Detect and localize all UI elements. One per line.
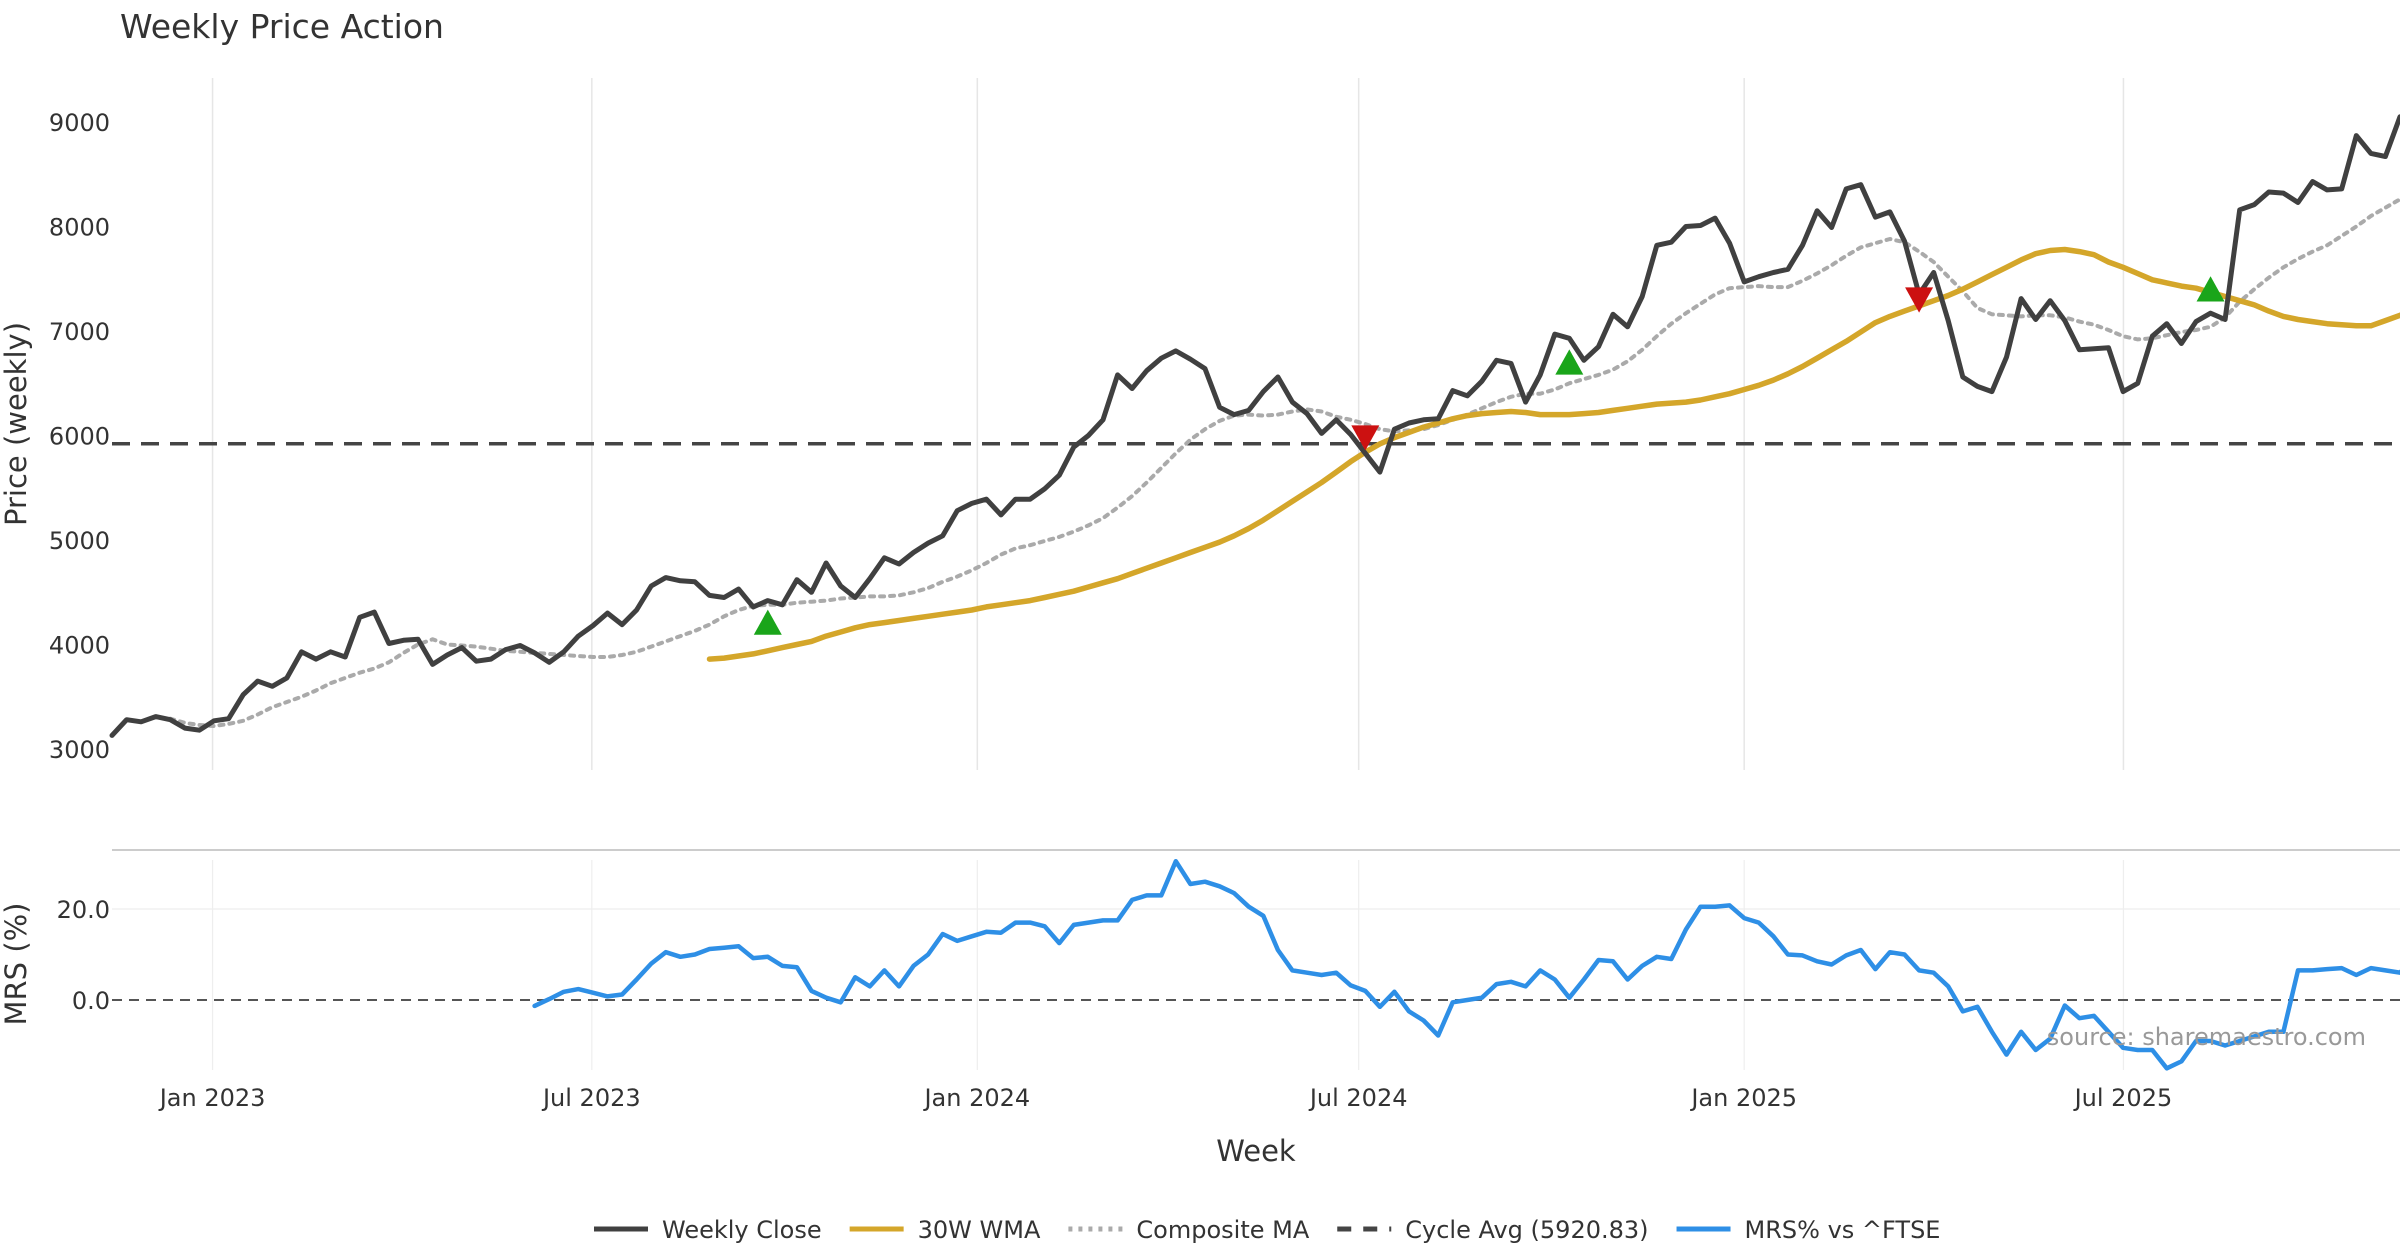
legend-label: 30W WMA [918,1216,1041,1244]
buy-signal-marker [753,609,782,635]
legend: Weekly Close 30W WMA Composite MA Cycle Avg… [594,1216,1940,1244]
price-series [109,114,2400,738]
y-tick-label-price: 4000 [49,632,110,660]
mrs-series [532,858,2400,1071]
composite-ma-line [168,197,2400,728]
legend-entry: Composite MA [1068,1216,1310,1244]
tick-labels: Jan 2023 Jul 2023 Jan 2024 Jul 2024 Jan 2025… [49,109,2172,1112]
y-axis-title-price: Price (weekly) [0,322,33,526]
legend-label: Cycle Avg (5920.83) [1405,1216,1648,1244]
legend-label: Composite MA [1136,1216,1309,1244]
x-tick-label: Jul 2025 [2073,1084,2173,1112]
y-tick-label-price: 7000 [49,318,110,346]
x-tick-label: Jan 2024 [922,1084,1030,1112]
x-axis-title: Week [1216,1134,1296,1168]
legend-entry: MRS% vs ^FTSE [1676,1216,1941,1244]
buy-signal-marker [1555,349,1584,375]
legend-entry: Weekly Close [594,1216,822,1244]
y-tick-label-price: 3000 [49,736,110,764]
y-tick-label-price: 6000 [49,423,110,451]
buy-signal-marker [2196,276,2225,302]
x-tick-label: Jan 2023 [158,1084,266,1112]
x-tick-label: Jul 2024 [1308,1084,1408,1112]
grid [112,78,2400,1070]
weekly-close-line [109,114,2400,738]
x-tick-label: Jul 2023 [541,1084,641,1112]
legend-label: Weekly Close [662,1216,822,1244]
legend-entry: 30W WMA [849,1216,1041,1244]
y-axis-title-mrs: MRS (%) [0,903,33,1026]
wma-30w-line [706,246,2400,662]
y-tick-label-price: 8000 [49,214,110,242]
legend-entry: Cycle Avg (5920.83) [1337,1216,1649,1244]
y-tick-label-price: 9000 [49,109,110,137]
mrs-line [532,858,2400,1071]
y-tick-label-price: 5000 [49,527,110,555]
sell-signal-marker [1351,425,1380,451]
source-watermark: source: sharemaestro.com [2047,1023,2366,1051]
chart-title: Weekly Price Action [120,7,444,46]
legend-label: MRS% vs ^FTSE [1745,1216,1941,1244]
x-tick-label: Jan 2025 [1689,1084,1797,1112]
sell-signal-marker [1905,287,1934,313]
y-tick-label-mrs: 20.0 [57,896,110,924]
y-tick-label-mrs: 0.0 [72,987,110,1015]
signal-markers [753,276,2225,635]
